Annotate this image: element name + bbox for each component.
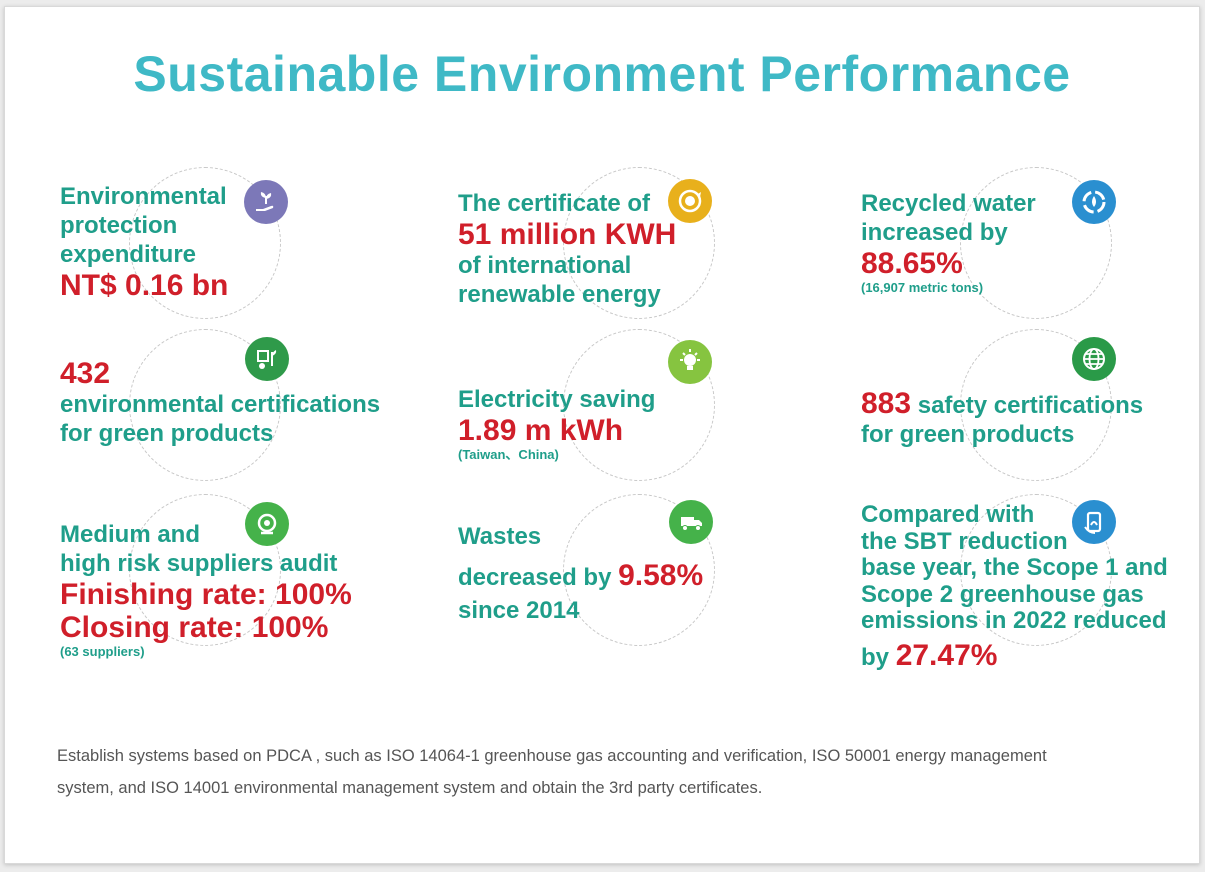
light-bulb-icon [668, 340, 712, 384]
dashed-circle [129, 167, 281, 319]
item-wastes: Wastes decreased by 9.58% since 2014 [458, 523, 704, 624]
supplier-audit-icon [245, 502, 289, 546]
water-cycle-icon [1072, 180, 1116, 224]
dashed-circle [129, 329, 281, 481]
closing-rate: Closing rate: 100% [60, 611, 329, 644]
safety-cert-count: 883 [861, 387, 912, 420]
item-renewable-energy: The certificate of 51 million KWH of int… [458, 190, 677, 308]
dashed-circle [960, 494, 1112, 646]
dashed-circle [960, 329, 1112, 481]
globe-icon [1072, 337, 1116, 381]
dashed-circle [129, 494, 281, 646]
item-electricity-saving: Electricity saving 1.89 m kWh (Taiwan、Ch… [458, 386, 656, 462]
env-cert-count: 432 [60, 357, 111, 390]
ghg-reduction-value: 27.47% [895, 638, 998, 672]
infographic-panel: Sustainable Environment Performance Envi… [4, 6, 1200, 864]
emission-reduction-icon [1072, 500, 1116, 544]
renewable-energy-icon [668, 179, 712, 223]
dashed-circle [563, 494, 715, 646]
item-ghg-emissions: Compared with the SBT reduction base yea… [861, 501, 1168, 672]
finishing-rate: Finishing rate: 100% [60, 578, 352, 611]
footer-description: Establish systems based on PDCA , such a… [57, 747, 1047, 797]
item-environmental-expenditure: Environmental protection expenditure NT$… [60, 183, 229, 302]
recycled-water-value: 88.65% [861, 247, 963, 280]
expenditure-value: NT$ 0.16 bn [60, 269, 229, 302]
renewable-value: 51 million KWH [458, 218, 677, 251]
item-environmental-certifications: 432 environmental certifications for gre… [60, 357, 381, 447]
dashed-circle [960, 167, 1112, 319]
hand-plant-icon [244, 180, 288, 224]
page-title: Sustainable Environment Performance [133, 46, 1071, 102]
item-recycled-water: Recycled water increased by 88.65% (16,9… [861, 190, 1036, 295]
dashed-circle [563, 329, 715, 481]
item-supplier-audit: Medium and high risk suppliers audit Fin… [60, 521, 352, 659]
electricity-note: (Taiwan、China) [458, 447, 559, 462]
eco-certificate-icon [245, 337, 289, 381]
dashed-circle [563, 167, 715, 319]
electricity-value: 1.89 m kWh [458, 414, 624, 447]
recycled-water-note: (16,907 metric tons) [861, 280, 984, 295]
wastes-value: 9.58% [618, 559, 704, 592]
item-safety-certifications: 883 safety certifications for green prod… [861, 387, 1144, 448]
waste-truck-icon [669, 500, 713, 544]
suppliers-note: (63 suppliers) [60, 644, 145, 659]
